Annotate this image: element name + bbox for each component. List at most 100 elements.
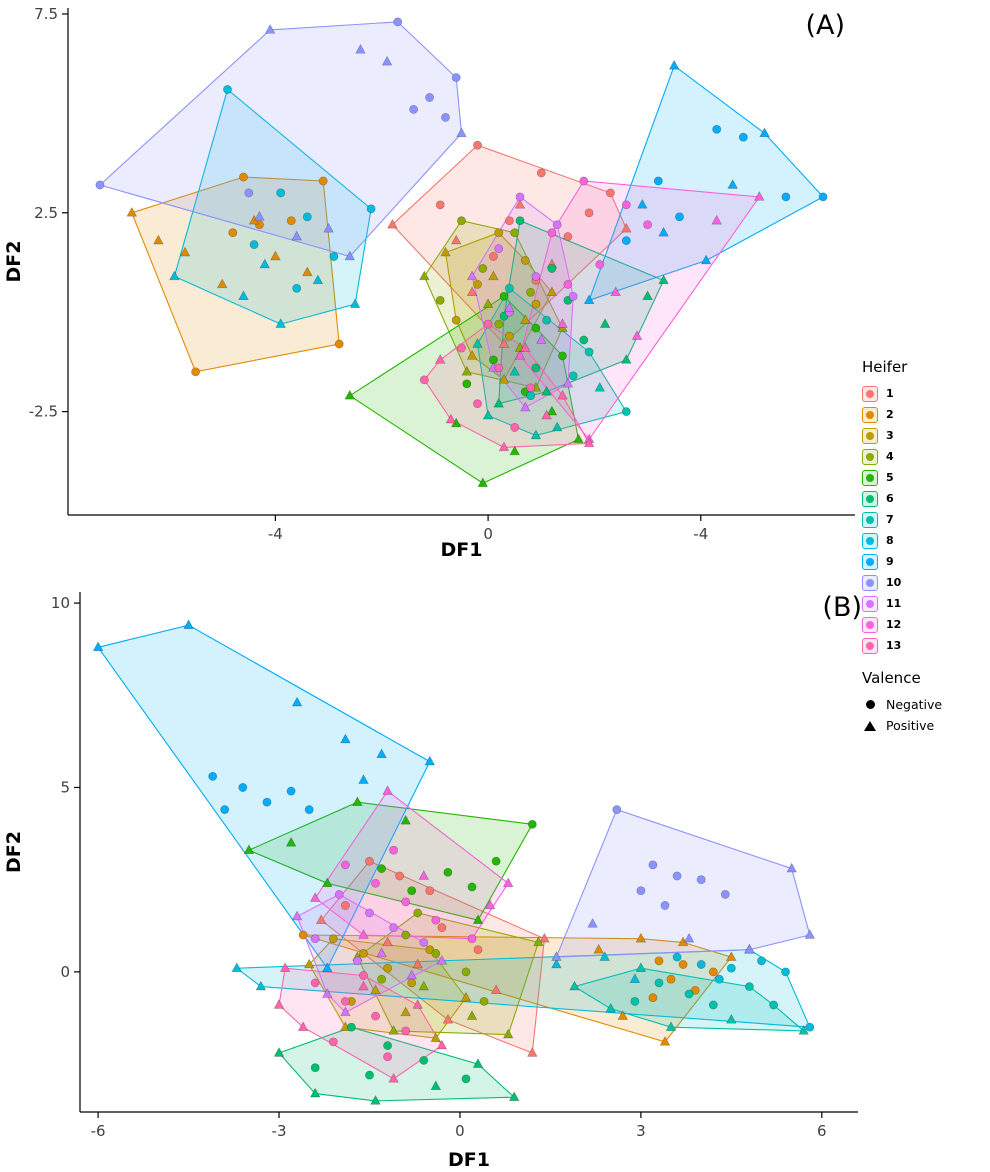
point-positive-heifer-13 <box>279 962 291 972</box>
hull-heifer-12 <box>519 180 761 441</box>
point-negative-heifer-1 <box>425 886 435 896</box>
point-negative-heifer-10 <box>95 180 105 190</box>
point-positive-heifer-2 <box>179 246 191 257</box>
point-negative-heifer-2 <box>666 974 676 984</box>
point-positive-heifer-1 <box>514 198 526 209</box>
point-negative-heifer-7 <box>630 996 640 1006</box>
point-positive-heifer-13 <box>520 342 531 352</box>
point-positive-heifer-6 <box>309 1087 321 1098</box>
point-positive-heifer-13 <box>541 409 552 420</box>
legend-key-swatch <box>862 616 878 633</box>
point-negative-heifer-10 <box>425 93 435 102</box>
legend-key-swatch <box>862 490 878 507</box>
point-positive-heifer-5 <box>352 796 363 806</box>
point-negative-heifer-7 <box>684 989 694 999</box>
point-negative-heifer-4 <box>413 908 423 918</box>
point-negative-heifer-11 <box>310 934 320 944</box>
point-positive-heifer-4 <box>418 980 430 991</box>
x-tick-label: -6 <box>91 1122 106 1140</box>
point-negative-heifer-9 <box>818 192 828 202</box>
legend-key-swatch <box>862 469 878 486</box>
positive-triangle-icon <box>864 720 876 731</box>
hull-heifer-7 <box>573 967 806 1032</box>
point-positive-heifer-3 <box>460 991 472 1002</box>
point-positive-heifer-13 <box>412 999 423 1009</box>
point-negative-heifer-7 <box>769 1000 779 1010</box>
point-negative-heifer-11 <box>389 923 399 933</box>
point-positive-heifer-7 <box>635 962 647 972</box>
point-positive-heifer-7 <box>726 1013 737 1024</box>
point-negative-heifer-8 <box>805 1022 815 1032</box>
point-positive-heifer-10 <box>344 250 356 261</box>
point-negative-heifer-12 <box>643 220 653 230</box>
positive-glyph-box <box>862 720 878 731</box>
legend-item-heifer-2: 2 <box>862 404 988 425</box>
point-negative-heifer-1 <box>473 945 483 955</box>
point-negative-heifer-8 <box>329 252 339 261</box>
point-negative-heifer-8 <box>672 952 682 962</box>
point-negative-heifer-5 <box>462 379 472 389</box>
point-positive-heifer-3 <box>370 984 381 995</box>
point-negative-heifer-6 <box>383 1041 393 1051</box>
legend-item-label: 9 <box>886 555 894 568</box>
point-positive-heifer-12 <box>514 349 526 360</box>
point-negative-heifer-1 <box>395 871 405 881</box>
positive-label: Positive <box>886 718 935 733</box>
point-positive-heifer-5 <box>344 389 356 400</box>
point-positive-heifer-11 <box>436 954 448 965</box>
hull-heifer-13 <box>278 967 443 1080</box>
point-negative-heifer-5 <box>499 291 509 301</box>
legend-key-dot-icon <box>866 473 874 482</box>
y-axis-title: DF2 <box>3 241 25 283</box>
point-positive-heifer-3 <box>520 314 531 324</box>
point-positive-heifer-1 <box>382 936 393 947</box>
point-positive-heifer-10 <box>551 951 562 961</box>
point-negative-heifer-6 <box>346 1022 356 1032</box>
legend-item-heifer-9: 9 <box>862 551 988 572</box>
point-negative-heifer-3 <box>407 978 417 988</box>
point-positive-heifer-11 <box>322 988 333 998</box>
point-positive-heifer-9 <box>700 254 712 265</box>
point-positive-heifer-9 <box>424 755 436 766</box>
point-positive-heifer-3 <box>400 1006 411 1017</box>
point-positive-heifer-1 <box>466 286 478 297</box>
point-positive-heifer-3 <box>546 286 558 297</box>
legend-item-label: 13 <box>886 639 902 652</box>
point-positive-heifer-8 <box>169 270 180 281</box>
point-positive-heifer-3 <box>488 270 499 281</box>
point-positive-heifer-11 <box>504 302 515 312</box>
legend-item-positive: Positive <box>862 715 988 736</box>
point-negative-heifer-9 <box>781 192 791 202</box>
point-negative-heifer-3 <box>328 934 338 944</box>
point-positive-heifer-2 <box>659 1035 671 1046</box>
legend-key-dot-icon <box>866 431 874 440</box>
legend-item-heifer-12: 12 <box>862 614 988 635</box>
point-positive-heifer-4 <box>466 1010 478 1020</box>
point-negative-heifer-13 <box>419 375 429 385</box>
x-tick-label: 0 <box>455 1122 465 1140</box>
point-positive-heifer-10 <box>355 43 366 54</box>
panel-letter: (B) <box>822 592 862 623</box>
point-negative-heifer-8 <box>366 204 376 214</box>
point-negative-heifer-9 <box>675 212 684 222</box>
legend-item-heifer-3: 3 <box>862 425 988 446</box>
point-positive-heifer-4 <box>502 1028 514 1039</box>
point-negative-heifer-10 <box>672 871 682 881</box>
point-positive-heifer-12 <box>418 870 430 880</box>
panel-letter: (A) <box>805 10 845 41</box>
point-positive-heifer-2 <box>270 250 281 261</box>
point-positive-heifer-1 <box>450 234 462 245</box>
legend-key-dot-icon <box>866 515 874 524</box>
point-negative-heifer-9 <box>621 236 631 246</box>
legend-item-label: 1 <box>886 387 894 400</box>
point-negative-heifer-2 <box>654 956 664 966</box>
point-positive-heifer-4 <box>419 270 430 281</box>
point-negative-heifer-3 <box>451 315 461 325</box>
point-negative-heifer-12 <box>389 845 399 855</box>
point-positive-heifer-10 <box>683 932 695 943</box>
point-negative-heifer-10 <box>451 73 461 83</box>
point-positive-heifer-11 <box>520 401 531 412</box>
panel-a-scatter-plot: -4 0 -4 7.5 2.5 -2.5 DF1 DF2 (A) <box>3 5 855 561</box>
point-negative-heifer-1 <box>488 252 498 261</box>
point-negative-heifer-10 <box>393 17 403 27</box>
